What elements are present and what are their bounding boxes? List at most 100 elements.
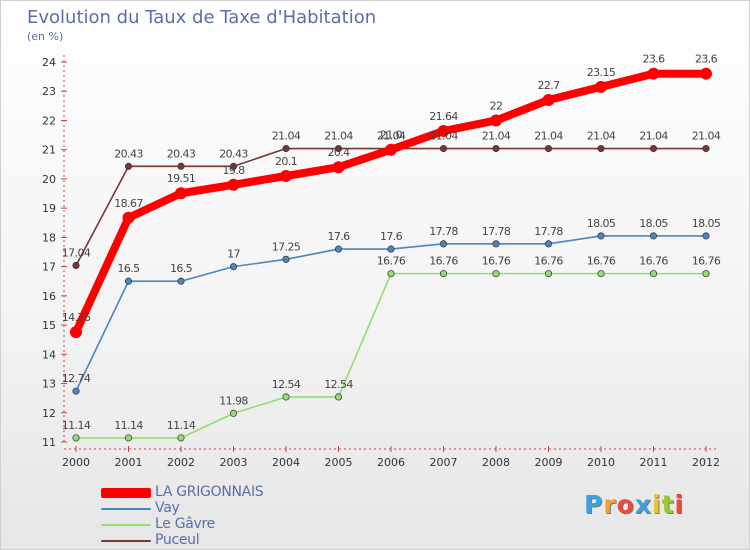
data-point — [229, 162, 238, 170]
y-tick-label: 20 — [42, 173, 56, 186]
x-tick-label: 2009 — [535, 456, 563, 469]
legend-swatch — [101, 524, 151, 526]
data-point — [124, 434, 133, 442]
data-label: 21.04 — [377, 130, 406, 143]
y-tick-label: 15 — [42, 319, 56, 332]
data-point — [544, 240, 553, 248]
logo-letter: o — [616, 490, 635, 519]
data-point — [385, 143, 397, 156]
data-point — [437, 124, 450, 137]
data-label: 16.5 — [117, 262, 140, 275]
data-point — [282, 393, 290, 401]
data-label: 20.43 — [114, 147, 143, 160]
data-label: 21.04 — [587, 130, 616, 143]
data-point — [175, 187, 187, 200]
data-point — [649, 270, 658, 278]
data-point — [649, 232, 658, 240]
logo-letter: t — [661, 490, 675, 519]
data-point — [490, 114, 502, 127]
data-label: 16.76 — [429, 255, 458, 268]
data-label: 20.43 — [219, 147, 248, 160]
data-label: 17.6 — [380, 230, 403, 243]
data-label: 17 — [227, 248, 240, 261]
data-point — [227, 178, 240, 191]
data-label: 18.67 — [114, 197, 143, 210]
data-point — [439, 240, 448, 248]
series-line — [75, 272, 707, 439]
data-point — [387, 245, 395, 253]
data-point — [649, 144, 658, 153]
line-chart: 11 12 13 14 15 16 17 18 19 20 21 22 23 24 2000 2001 2002… — [42, 53, 721, 469]
data-point — [70, 326, 82, 339]
data-label: 23.6 — [695, 53, 718, 66]
data-label: 23.6 — [642, 53, 665, 66]
x-tick-label: 2004 — [272, 456, 300, 469]
data-point — [387, 270, 395, 278]
data-point — [492, 240, 500, 248]
x-tick-label: 2003 — [220, 456, 248, 469]
data-point — [702, 270, 710, 278]
data-point — [229, 409, 238, 417]
data-label: 20.4 — [327, 146, 350, 159]
data-label: 11.98 — [219, 394, 248, 407]
y-tick-label: 16 — [42, 290, 56, 303]
data-point — [282, 144, 290, 153]
data-label: 16.76 — [482, 255, 511, 268]
y-tick-label: 24 — [42, 56, 56, 69]
data-point — [124, 162, 133, 170]
data-point — [702, 232, 710, 240]
data-point — [544, 144, 553, 153]
data-label: 19.8 — [222, 164, 245, 177]
chart-title: Evolution du Taux de Taxe d'Habitation — [27, 7, 377, 28]
x-tick-label: 2006 — [377, 456, 405, 469]
data-point — [544, 270, 553, 278]
data-point — [72, 387, 80, 395]
data-point — [595, 80, 607, 93]
logo-letter: x — [634, 490, 652, 519]
x-tick-label: 2002 — [167, 456, 195, 469]
logo-letter: i — [652, 490, 662, 519]
data-label: 12.74 — [62, 372, 91, 385]
y-tick-label: 12 — [42, 407, 56, 420]
data-point — [700, 67, 712, 80]
data-label: 22 — [490, 99, 503, 112]
legend-label: Vay — [155, 500, 180, 516]
legend-swatch — [101, 488, 151, 498]
data-label: 22.7 — [537, 79, 560, 92]
data-point — [177, 434, 185, 442]
y-tick-label: 13 — [42, 378, 56, 391]
data-point — [597, 232, 605, 240]
data-label: 20.1 — [275, 155, 297, 168]
x-tick-label: 2010 — [587, 456, 615, 469]
data-label: 21.04 — [639, 130, 668, 143]
data-point — [280, 170, 292, 182]
legend-label: LA GRIGONNAIS — [155, 484, 264, 500]
logo-letter: P — [584, 490, 604, 519]
data-label: 21.04 — [324, 130, 353, 143]
data-label: 18.05 — [692, 217, 721, 230]
data-label: 20.43 — [167, 147, 196, 160]
data-point — [334, 393, 343, 401]
y-tick-label: 18 — [42, 231, 56, 244]
data-label: 16.76 — [377, 255, 406, 268]
data-label: 21.04 — [534, 130, 563, 143]
data-label: 17.04 — [62, 246, 91, 259]
data-label: 21.64 — [429, 110, 458, 123]
y-tick-label: 14 — [42, 348, 56, 361]
data-point — [122, 211, 135, 224]
data-point — [439, 270, 448, 278]
data-label: 17.25 — [272, 240, 301, 253]
data-point — [542, 94, 555, 106]
x-tick-label: 2000 — [62, 456, 90, 469]
data-point — [334, 144, 343, 153]
logo-letter: r — [603, 490, 617, 519]
y-tick-label: 19 — [42, 202, 56, 215]
data-point — [282, 255, 290, 263]
x-tick-label: 2005 — [325, 456, 353, 469]
logo-letter: i — [674, 490, 685, 519]
x-tick-label: 2001 — [115, 456, 143, 469]
data-point — [702, 144, 710, 153]
data-label: 16.5 — [170, 262, 193, 275]
data-label: 11.14 — [167, 419, 196, 432]
data-label: 12.54 — [324, 378, 353, 391]
